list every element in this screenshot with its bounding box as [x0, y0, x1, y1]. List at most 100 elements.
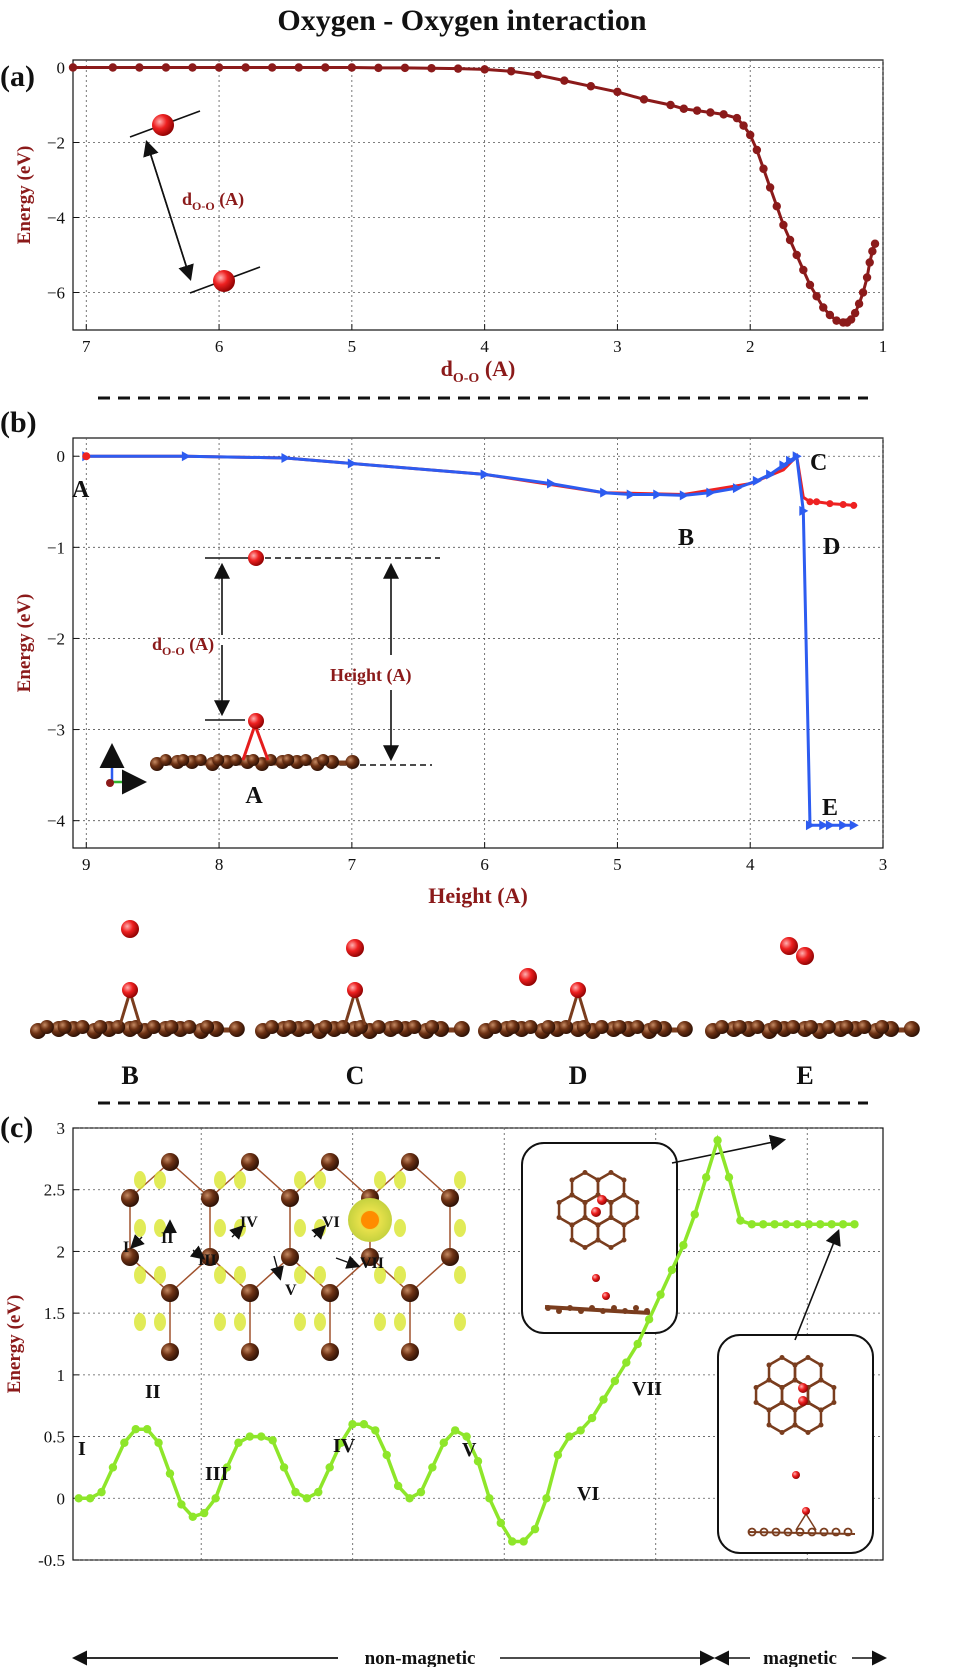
- inset-a-distance-label: dO-O (A): [182, 189, 244, 213]
- tick-label-y: 1: [57, 1366, 66, 1385]
- carbon-atom: [750, 1020, 765, 1034]
- oxygen-atom: [602, 1292, 610, 1300]
- carbon-atom: [401, 1153, 419, 1171]
- data-point-d: [813, 498, 821, 506]
- structure-c: C: [255, 939, 470, 1090]
- structure-e: E: [705, 937, 920, 1090]
- oxygen-atom: [570, 982, 586, 998]
- data-point: [542, 1494, 551, 1503]
- tick-label-x: 8: [215, 855, 224, 874]
- data-point: [374, 63, 383, 73]
- data-point: [666, 100, 675, 110]
- oxygen-atom: [802, 1507, 810, 1515]
- data-point-e: [281, 453, 291, 464]
- carbon-atom: [545, 1305, 551, 1311]
- molecule-atom: [621, 1177, 627, 1183]
- carbon-atom: [182, 1020, 197, 1034]
- molecule-atom: [753, 1385, 759, 1390]
- data-point: [348, 1420, 357, 1429]
- molecule-atom: [569, 1237, 575, 1243]
- data-point: [188, 1512, 197, 1522]
- molecule-atom: [779, 1400, 785, 1405]
- molecule-atom: [779, 1385, 785, 1390]
- side-sheet: [747, 1531, 856, 1535]
- data-point: [610, 1376, 620, 1386]
- panel-a-grid: [73, 60, 884, 330]
- tick-label-x: 1: [879, 337, 888, 356]
- molecule-atom: [766, 1377, 772, 1383]
- panel-b-xlabel: Height (A): [428, 883, 528, 908]
- carbon-atom: [212, 754, 225, 766]
- carbon-atom: [57, 1020, 72, 1034]
- oxygen-atom: [213, 270, 235, 292]
- carbon-atom: [594, 1020, 609, 1034]
- data-point: [799, 265, 808, 275]
- panel-b-inset: dO-O (A) Height (A) A: [99, 550, 440, 809]
- molecule-atom: [766, 1407, 772, 1413]
- carbon-atom: [264, 1020, 279, 1034]
- point-label-e: E: [822, 795, 838, 821]
- carbon-atom: [819, 1527, 829, 1537]
- panel-b-label: (b): [0, 406, 37, 439]
- carbon-atom: [161, 1343, 179, 1361]
- data-point: [530, 1524, 540, 1534]
- carbon-atom: [228, 1021, 245, 1037]
- spin-lobe: [454, 1313, 466, 1331]
- molecule-atom: [792, 1362, 798, 1368]
- carbon-atom: [611, 1305, 617, 1311]
- data-point: [371, 1426, 380, 1435]
- spin-lobe: [214, 1266, 226, 1284]
- data-point-e: [653, 489, 663, 500]
- molecule-atom: [818, 1422, 824, 1428]
- carbon-atom: [644, 1308, 650, 1314]
- data-point: [506, 67, 516, 76]
- data-point: [496, 1518, 506, 1528]
- spin-lobe: [294, 1219, 306, 1237]
- data-point: [713, 1136, 722, 1145]
- carbon-atom: [371, 1020, 386, 1034]
- carbon-atom: [441, 1248, 459, 1266]
- data-point: [473, 1457, 483, 1466]
- data-point: [508, 1537, 517, 1546]
- carbon-atom: [600, 1308, 606, 1314]
- carbon-atom: [282, 1020, 297, 1034]
- highlight-atom: [361, 1211, 379, 1229]
- data-point: [519, 1537, 528, 1546]
- molecule-atom: [805, 1355, 811, 1360]
- data-point: [746, 130, 755, 140]
- carbon-atom: [146, 1020, 161, 1034]
- oxygen-atom: [346, 939, 364, 957]
- data-point: [560, 76, 569, 85]
- structure-row: B C D E: [30, 920, 920, 1090]
- data-point: [462, 1432, 471, 1441]
- carbon-atom: [648, 1020, 663, 1034]
- tick-label-y: 0.5: [44, 1428, 65, 1447]
- carbon-atom: [164, 1020, 179, 1034]
- data-point-e: [732, 483, 742, 494]
- carbon-atom: [903, 1021, 920, 1037]
- carbon-atom: [453, 1021, 470, 1037]
- data-point: [804, 1220, 814, 1229]
- inset-arrow: [229, 1225, 244, 1240]
- tick-label-x: 3: [879, 855, 888, 874]
- data-point: [805, 280, 815, 290]
- spin-lobe: [394, 1266, 406, 1284]
- spin-lobe: [134, 1219, 146, 1237]
- data-point-e: [839, 820, 849, 831]
- carbon-atom: [75, 1020, 90, 1034]
- roman-label-iii: III: [205, 1463, 229, 1485]
- data-point: [74, 1494, 83, 1503]
- data-point-e: [825, 820, 835, 831]
- tick-label-x: 5: [613, 855, 622, 874]
- point-label-b: B: [678, 525, 694, 551]
- data-point: [400, 63, 410, 73]
- spin-lobe: [154, 1171, 166, 1189]
- data-point: [793, 1220, 802, 1229]
- tick-label-x: 7: [348, 855, 357, 874]
- data-point: [752, 145, 762, 155]
- data-point: [622, 1358, 631, 1367]
- data-point: [314, 1487, 323, 1497]
- tick-label-x: 6: [480, 855, 489, 874]
- carbon-atom: [281, 1189, 299, 1207]
